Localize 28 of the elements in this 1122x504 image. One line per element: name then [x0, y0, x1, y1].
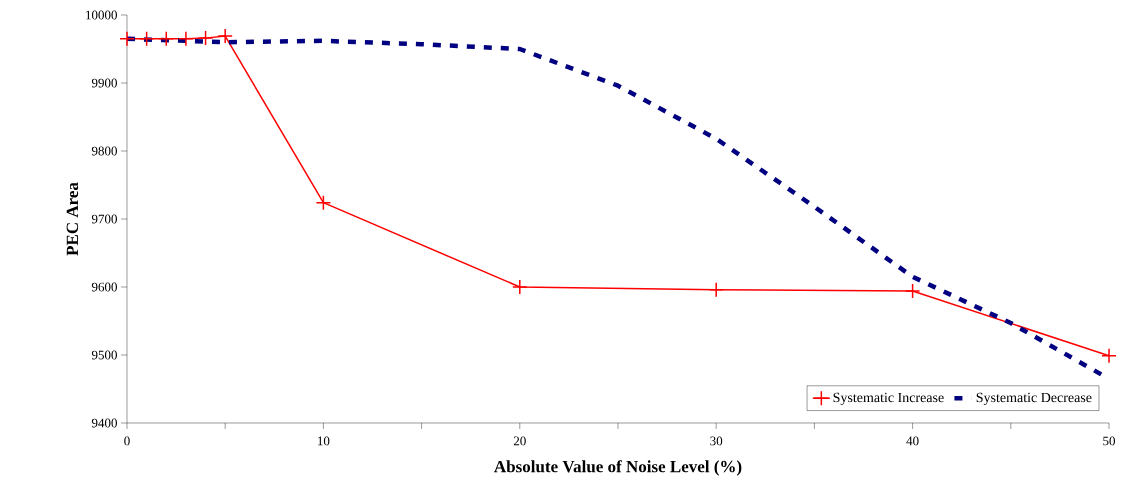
- x-tick-label: 20: [513, 436, 526, 446]
- y-tick-label: 9400: [91, 418, 117, 428]
- x-tick-label: 40: [906, 436, 919, 446]
- x-tick-label: 50: [1103, 436, 1116, 446]
- y-tick-label: 9800: [91, 146, 117, 156]
- x-tick-label: 0: [124, 436, 130, 446]
- point: [217, 28, 233, 44]
- y-tick-label: 9900: [91, 78, 117, 88]
- point: [119, 31, 135, 47]
- point: [158, 31, 175, 47]
- legend-label: Systematic Decrease: [976, 392, 1092, 406]
- point: [904, 283, 921, 299]
- y-tick-label: 10000: [86, 10, 117, 20]
- x-tick-label: 10: [318, 436, 330, 446]
- legend-label: Systematic Increase: [833, 392, 944, 406]
- y-tick-label: 9500: [91, 350, 117, 360]
- x-axis-title: Absolute Value of Noise Level (%): [494, 460, 742, 476]
- point: [138, 31, 155, 47]
- point: [197, 30, 214, 46]
- point: [708, 281, 724, 298]
- x-tick-label: 30: [710, 436, 723, 446]
- y-axis-title: PEC Area: [66, 182, 79, 256]
- y-tick-label: 9600: [91, 282, 117, 292]
- y-tick-label: 9700: [91, 214, 117, 224]
- point: [178, 31, 194, 47]
- point: [512, 279, 528, 295]
- point: [1101, 347, 1117, 364]
- point: [315, 194, 332, 211]
